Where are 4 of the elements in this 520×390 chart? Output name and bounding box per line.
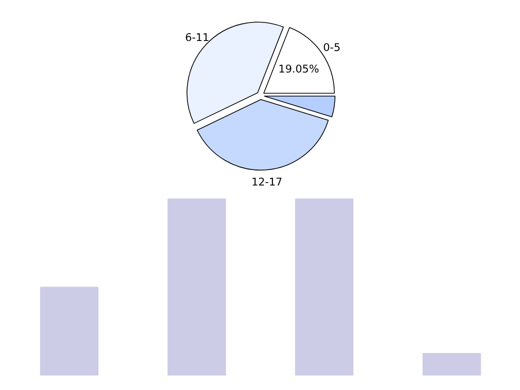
data-label: 19.05% <box>278 62 320 76</box>
slice-label: 6-11 <box>185 31 210 44</box>
slice-label: 12-17 <box>251 175 282 188</box>
slice-label: 0-5 <box>323 41 341 54</box>
